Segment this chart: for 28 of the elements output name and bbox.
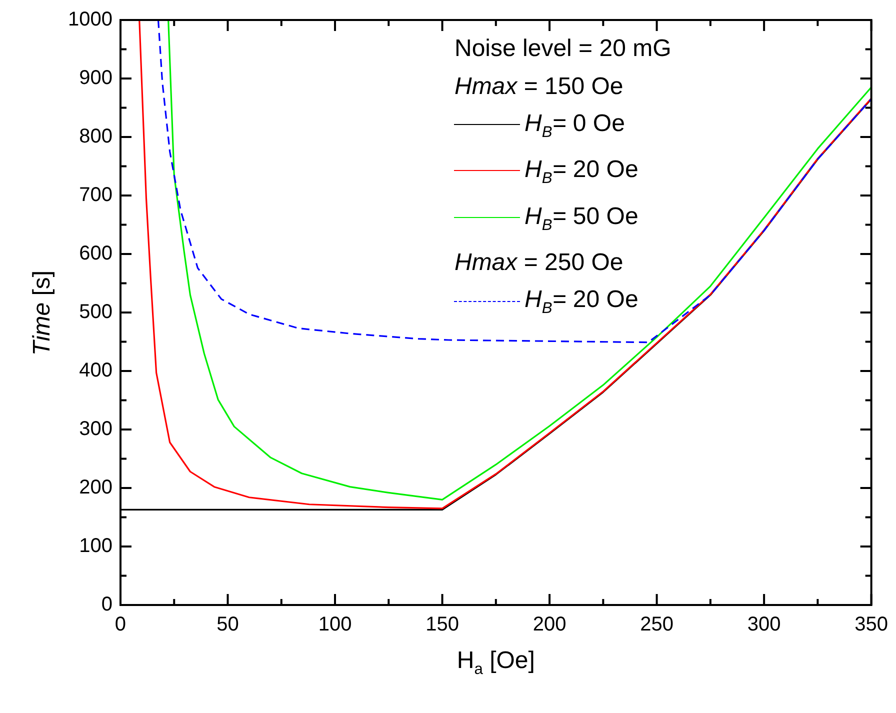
annotation: Hmax = 250 Oe — [454, 248, 624, 278]
x-tick-label: 0 — [114, 614, 126, 636]
y-tick-label: 1000 — [68, 8, 112, 31]
y-tick-label: 900 — [79, 67, 112, 90]
annotation: Hmax = 150 Oe — [454, 72, 624, 102]
x-tick-label: 100 — [318, 614, 352, 636]
y-axis-title: Time [s] — [28, 270, 57, 356]
legend-label: H$_{B}$= 20 Oe — [523, 155, 640, 190]
y-tick-label: 600 — [79, 242, 112, 265]
legend-title: Noise level = 20 mG — [454, 34, 672, 64]
y-tick-label: 0 — [101, 594, 112, 616]
x-tick-label: 50 — [216, 614, 239, 636]
y-tick-label: 100 — [79, 535, 112, 558]
x-tick-label: 250 — [640, 614, 674, 636]
legend-label: H$_{B}$= 0 Oe — [523, 109, 626, 143]
legend-label: H$_{B}$= 50 Oe — [523, 202, 640, 236]
x-axis-title: H$_{a}$ [Oe] — [456, 647, 535, 679]
y-tick-label: 700 — [79, 184, 112, 206]
y-tick-label: 400 — [79, 360, 112, 382]
y-tick-label: 200 — [79, 476, 112, 499]
x-tick-label: 300 — [747, 614, 781, 636]
x-tick-label: 200 — [532, 614, 566, 636]
x-tick-label: 150 — [426, 614, 459, 636]
y-tick-label: 500 — [79, 301, 112, 324]
y-tick-label: 300 — [79, 418, 112, 440]
x-tick-label: 350 — [854, 614, 888, 636]
y-tick-label: 800 — [79, 126, 112, 148]
legend-label: H$_{B}$= 20 Oe — [523, 285, 640, 320]
